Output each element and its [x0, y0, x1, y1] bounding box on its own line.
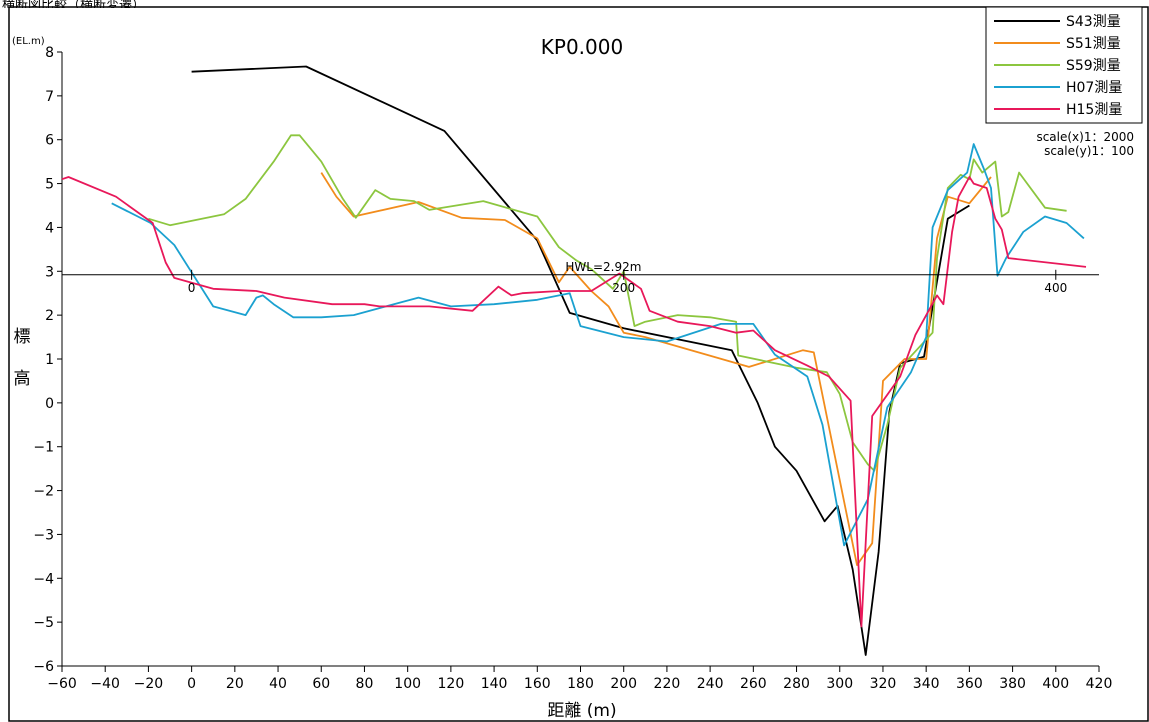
x-tick-label: 400	[1042, 676, 1069, 692]
x-tick-label: 60	[312, 676, 330, 692]
y-axis-label: 標高	[14, 327, 31, 389]
secondary-tick-label: 400	[1044, 281, 1067, 295]
x-tick-label: 340	[913, 676, 940, 692]
y-tick-label: −6	[33, 659, 54, 675]
y-tick-label: −2	[33, 484, 54, 500]
x-tick-label: 360	[956, 676, 983, 692]
scale-note: scale(y)1：100	[1044, 144, 1134, 158]
x-tick-label: 40	[269, 676, 287, 692]
series-line-S51測量	[320, 172, 992, 566]
axes-layer: −6 −5 −4 −3 −2 −1 0 1 2 3 4 5 6 7 8 −60 −40 −20 0 20 40 60 80 1…	[33, 45, 1112, 692]
y-tick-label: 0	[45, 396, 54, 412]
y-tick-label: 7	[45, 89, 54, 105]
secondary-tick-label: 0	[188, 281, 196, 295]
x-tick-label: 20	[226, 676, 244, 692]
y-tick-label: 6	[45, 133, 54, 149]
y-tick-label: 3	[45, 264, 54, 280]
x-tick-label: 220	[654, 676, 681, 692]
x-axis-label: 距離 (m)	[547, 701, 616, 721]
x-tick-label: −60	[47, 676, 77, 692]
y-tick-label: 1	[45, 352, 54, 368]
x-tick-label: 280	[783, 676, 810, 692]
series-layer	[61, 65, 1087, 656]
x-tick-label: 420	[1086, 676, 1113, 692]
y-tick-label: −3	[33, 527, 54, 543]
y-tick-label: 2	[45, 308, 54, 324]
series-line-S59測量	[148, 134, 1067, 472]
x-tick-label: −40	[90, 676, 120, 692]
series-line-S43測量	[191, 65, 970, 656]
hwl-layer: 0 200 400 HWL=2.92m	[62, 260, 1099, 295]
legend-label: S43測量	[1066, 14, 1121, 30]
legend-label: H07測量	[1066, 80, 1122, 96]
plot-frame	[8, 6, 1149, 722]
x-tick-label: 100	[394, 676, 421, 692]
page-caption: 横断図比較（横断変遷）	[2, 0, 146, 8]
legend-label: S51測量	[1066, 36, 1121, 52]
hwl-label: HWL=2.92m	[565, 260, 641, 274]
legend: S43測量 S51測量 S59測量 H07測量 H15測量	[985, 6, 1143, 124]
chart-title: KP0.000	[541, 35, 623, 59]
y-tick-label: 4	[45, 220, 54, 236]
x-tick-label: 320	[870, 676, 897, 692]
x-tick-label: 300	[826, 676, 853, 692]
series-line-H07測量	[111, 143, 1085, 547]
x-tick-label: 240	[697, 676, 724, 692]
y-tick-label: −5	[33, 615, 54, 631]
x-tick-label: 140	[481, 676, 508, 692]
y-tick-label: −4	[33, 571, 54, 587]
secondary-tick-label: 200	[612, 281, 635, 295]
x-tick-label: 160	[524, 676, 551, 692]
x-tick-label: 380	[999, 676, 1026, 692]
y-tick-label: 5	[45, 177, 54, 193]
y-tick-label: 8	[45, 45, 54, 61]
x-tick-label: 200	[610, 676, 637, 692]
legend-label: S59測量	[1066, 58, 1121, 74]
legend-label: H15測量	[1066, 102, 1122, 118]
x-tick-label: −20	[134, 676, 164, 692]
scale-note: scale(x)1：2000	[1036, 130, 1134, 144]
x-tick-label: 180	[567, 676, 594, 692]
series-line-H15測量	[61, 176, 1087, 628]
x-tick-label: 120	[438, 676, 465, 692]
x-tick-label: 260	[740, 676, 767, 692]
y-unit-label: (EL.m)	[12, 36, 45, 47]
x-tick-label: 80	[356, 676, 374, 692]
x-tick-label: 0	[187, 676, 196, 692]
y-tick-label: −1	[33, 440, 54, 456]
